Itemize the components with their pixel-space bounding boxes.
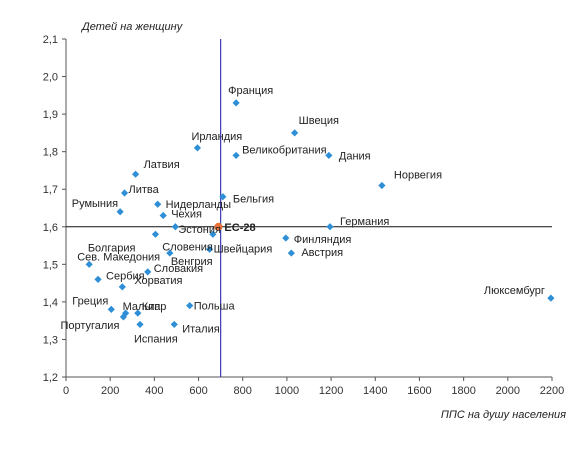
data-label: Нидерланды (166, 199, 231, 211)
reference-lines (66, 39, 552, 377)
data-point (159, 211, 167, 220)
data-point (325, 151, 333, 160)
data-label: Сев. Македония (77, 251, 160, 263)
x-tick-label: 2200 (540, 385, 564, 397)
data-label: Венгрия (171, 256, 213, 268)
data-label: Швейцария (214, 243, 273, 255)
y-tick-label: 1,9 (43, 109, 58, 121)
x-tick-label: 800 (234, 385, 252, 397)
data-point-eu28 (214, 222, 223, 231)
data-label: Великобритания (242, 144, 327, 156)
data-point (120, 189, 129, 197)
data-label: Норвегия (394, 169, 442, 181)
data-point (107, 305, 115, 313)
data-label: Греция (72, 295, 108, 307)
data-label: ЕС-28 (224, 222, 255, 234)
data-label: Италия (182, 323, 220, 335)
data-point (378, 181, 386, 190)
y-tick-label: 1,6 (43, 222, 58, 234)
y-axis-title: Детей на женщину (80, 21, 184, 33)
data-label: Сербия (106, 270, 145, 282)
axes (65, 39, 552, 378)
data-label: Германия (340, 216, 389, 228)
y-tick-label: 1,4 (43, 297, 58, 309)
data-label: Швеция (299, 115, 339, 127)
data-point (186, 302, 194, 310)
data-point (170, 320, 178, 329)
data-point (154, 200, 162, 208)
data-label: Кипр (142, 301, 167, 313)
data-label: Хорватия (134, 275, 182, 287)
data-point (171, 223, 179, 231)
data-point (136, 320, 144, 329)
y-tick-label: 1,3 (43, 334, 58, 346)
data-label: Чехия (171, 209, 202, 221)
data-label: Дания (339, 150, 371, 162)
x-tick-label: 0 (63, 385, 69, 397)
data-label: Финляндия (294, 234, 352, 246)
data-point (291, 129, 299, 137)
x-tick-label: 1600 (407, 385, 431, 397)
data-label: Болгария (88, 242, 136, 254)
data-label: Австрия (301, 247, 343, 259)
x-axis-title: ППС на душу населения (441, 409, 566, 421)
data-label: Словакия (154, 263, 203, 275)
y-tick-label: 2,1 (43, 34, 58, 46)
data-label: Мальта (123, 301, 162, 313)
y-tick-label: 1,5 (43, 259, 58, 271)
data-point (94, 275, 102, 283)
data-point (116, 208, 124, 216)
data-point (282, 234, 290, 242)
data-label: Польша (194, 301, 236, 313)
data-label: Литва (129, 184, 160, 196)
data-point (287, 249, 295, 257)
data-point (232, 151, 240, 160)
data-label: Румыния (72, 198, 118, 210)
data-label: Франция (228, 85, 273, 97)
y-tick-label: 1,8 (43, 147, 58, 159)
data-label: Испания (134, 333, 178, 345)
x-tick-label: 600 (189, 385, 207, 397)
y-tick-label: 2,0 (43, 72, 58, 84)
data-point (326, 223, 334, 231)
x-tick-label: 1200 (319, 385, 343, 397)
data-point (85, 260, 93, 268)
data-point (151, 230, 160, 238)
data-points (85, 99, 555, 329)
y-tick-label: 1,2 (43, 372, 58, 384)
y-tick-label: 1,7 (43, 184, 58, 196)
data-label: Люксембург (484, 285, 545, 297)
data-point (131, 170, 140, 178)
data-point (118, 283, 126, 291)
x-tick-label: 400 (145, 385, 163, 397)
data-point (119, 313, 128, 321)
x-tick-label: 1400 (363, 385, 387, 397)
data-point (232, 99, 240, 107)
data-point (134, 309, 142, 317)
data-label: Ирландия (191, 131, 242, 143)
data-point (144, 268, 152, 276)
data-label: Латвия (144, 159, 180, 171)
data-point (122, 309, 130, 317)
x-tick-label: 1800 (451, 385, 475, 397)
data-label: Португалия (60, 320, 119, 332)
x-tick-label: 1000 (275, 385, 299, 397)
data-point (205, 245, 214, 253)
data-point (209, 230, 217, 238)
data-point (193, 144, 202, 152)
data-label: Бельгия (233, 194, 274, 206)
x-tick-label: 200 (101, 385, 119, 397)
data-point (166, 249, 174, 257)
data-point (547, 294, 555, 302)
data-label: Словения (162, 241, 213, 253)
data-label: Эстония (178, 224, 221, 236)
data-point (219, 193, 227, 201)
tick-layer: 0 200 400 600 800 1000 1200 1400 1600 1800 2000 220… (43, 34, 565, 397)
x-tick-label: 2000 (496, 385, 520, 397)
